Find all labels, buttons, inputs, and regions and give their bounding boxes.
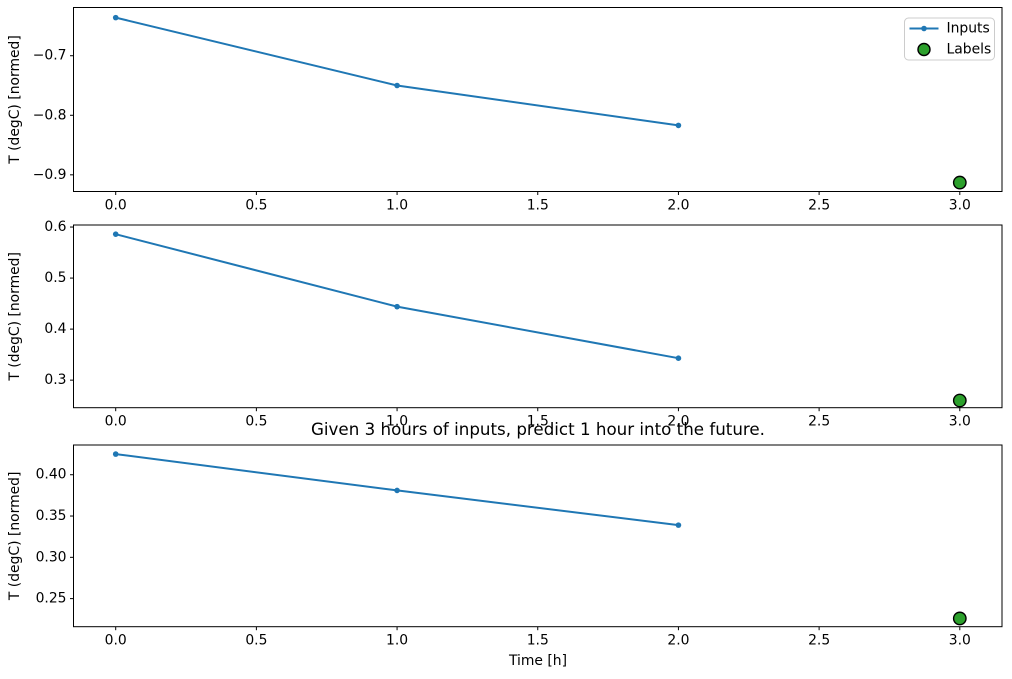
- y-tick-label: 0.4: [44, 321, 66, 337]
- subplot-1: 0.0 0.5 1.0 1.5 2.0 2.5 3.0 −0.7 −0.8 −0.9 T (degC…: [7, 7, 1003, 214]
- inputs-point: [112, 231, 119, 237]
- x-tick-label: 0.0: [105, 633, 127, 649]
- subplot-3: 0.0 0.5 1.0 1.5 2.0 2.5 3.0 0.40 0.35 0.30 0.25 T (…: [7, 444, 1003, 649]
- y-axis-label: T (degC) [normed]: [7, 252, 23, 382]
- x-tick-label: 1.5: [527, 414, 549, 430]
- inputs-point: [112, 451, 119, 457]
- x-tick-label: 2.0: [667, 633, 689, 649]
- x-tick-label: 3.0: [949, 633, 971, 649]
- y-tick-label: 0.40: [36, 467, 67, 483]
- axes-frame: [73, 224, 1003, 409]
- subplot-2: 0.0 0.5 1.0 1.5 2.0 2.5 3.0 0.6 0.5 0.4 0.3 T (degC…: [7, 219, 1003, 430]
- x-tick-label: 1.5: [527, 198, 549, 214]
- axes-frame: [73, 7, 1003, 192]
- y-tick-label: 0.35: [36, 508, 67, 524]
- figure-title: Given 3 hours of inputs, predict 1 hour …: [310, 419, 765, 439]
- y-tick-label: 0.30: [36, 549, 67, 565]
- y-tick-label: 0.6: [44, 219, 66, 235]
- y-tick-label: 0.5: [44, 270, 66, 286]
- x-tick-label: 2.0: [667, 414, 689, 430]
- labels-point: [952, 611, 967, 626]
- x-tick-label: 0.5: [245, 198, 267, 214]
- inputs-point: [675, 122, 682, 129]
- x-axis-label: Time [h]: [508, 653, 568, 669]
- inputs-point: [394, 303, 400, 310]
- x-tick-label: 1.5: [527, 633, 549, 649]
- y-tick-label: 0.3: [44, 372, 66, 388]
- inputs-point: [394, 82, 400, 89]
- x-tick-label: 2.0: [667, 198, 689, 214]
- labels-point: [952, 393, 967, 408]
- axes-frame: [73, 444, 1003, 628]
- legend-label: Inputs: [947, 21, 990, 37]
- y-tick-label: −0.7: [33, 48, 67, 64]
- legend-label: Labels: [947, 42, 992, 58]
- x-tick-label: 2.5: [808, 633, 830, 649]
- x-tick-label: 3.0: [949, 198, 971, 214]
- inputs-point: [675, 355, 682, 361]
- x-tick-label: 1.0: [386, 414, 408, 430]
- x-tick-label: 3.0: [949, 414, 971, 430]
- x-tick-label: 0.5: [245, 414, 267, 430]
- labels-point: [952, 175, 967, 190]
- inputs-point: [394, 487, 400, 494]
- y-axis-label: T (degC) [normed]: [7, 472, 23, 602]
- x-tick-label: 2.5: [808, 198, 830, 214]
- x-tick-label: 0.0: [105, 198, 127, 214]
- x-tick-label: 2.5: [808, 414, 830, 430]
- circle-icon: [917, 42, 931, 57]
- line-dot-icon: [921, 25, 927, 32]
- y-tick-label: 0.25: [36, 591, 67, 607]
- x-tick-label: 0.0: [105, 414, 127, 430]
- inputs-point: [675, 522, 682, 528]
- y-axis-label: T (degC) [normed]: [7, 35, 23, 165]
- y-tick-label: −0.8: [33, 107, 67, 123]
- x-tick-label: 1.0: [386, 198, 408, 214]
- y-tick-label: −0.9: [33, 167, 67, 183]
- x-tick-label: 0.5: [245, 633, 267, 649]
- x-tick-label: 1.0: [386, 633, 408, 649]
- legend: Inputs Labels: [904, 17, 995, 61]
- inputs-point: [112, 14, 119, 21]
